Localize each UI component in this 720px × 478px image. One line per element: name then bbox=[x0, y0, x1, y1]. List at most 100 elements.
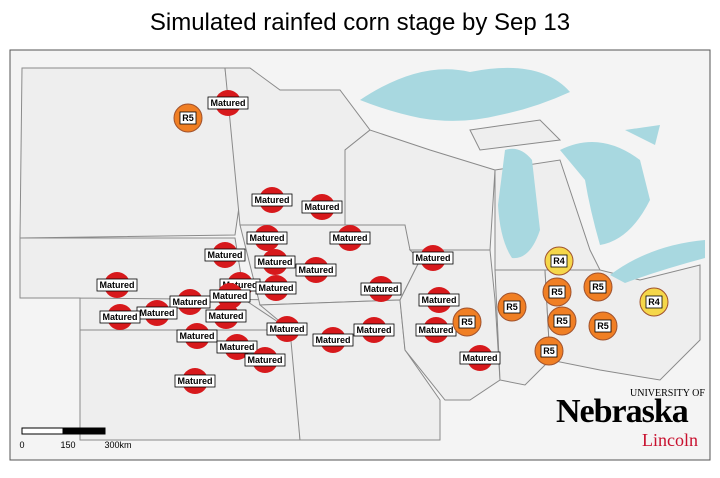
station-marker: R5 bbox=[534, 336, 564, 366]
stage-label: Matured bbox=[207, 250, 242, 260]
scale-label: 0 bbox=[19, 440, 24, 450]
stage-label: R5 bbox=[461, 317, 473, 327]
stage-label: Matured bbox=[304, 202, 339, 212]
stage-label: R5 bbox=[592, 282, 604, 292]
label-box bbox=[550, 254, 568, 268]
scale-label: 150 bbox=[60, 440, 75, 450]
stage-label: Matured bbox=[363, 284, 398, 294]
station-marker: R5 bbox=[547, 306, 577, 336]
label-box bbox=[96, 278, 138, 292]
label-box bbox=[205, 309, 247, 323]
station-marker: Matured bbox=[244, 347, 286, 373]
stage-label: Matured bbox=[298, 265, 333, 275]
station-marker: Matured bbox=[254, 249, 296, 275]
stage-label: Matured bbox=[172, 297, 207, 307]
label-box bbox=[99, 310, 141, 324]
stage-label: Matured bbox=[177, 376, 212, 386]
stage-label: Matured bbox=[219, 342, 254, 352]
label-box bbox=[459, 351, 501, 365]
stage-label: Matured bbox=[462, 353, 497, 363]
stage-label: Matured bbox=[315, 335, 350, 345]
label-box bbox=[244, 353, 286, 367]
label-box bbox=[254, 255, 296, 269]
label-box bbox=[216, 340, 258, 354]
stage-label: R5 bbox=[182, 113, 194, 123]
station-marker: Matured bbox=[209, 283, 251, 309]
station-marker: Matured bbox=[353, 317, 395, 343]
label-box bbox=[204, 248, 246, 262]
station-marker: R5 bbox=[452, 307, 482, 337]
station-marker: R5 bbox=[542, 277, 572, 307]
label-box bbox=[251, 193, 293, 207]
label-box bbox=[540, 344, 558, 358]
label-box bbox=[594, 319, 612, 333]
label-box bbox=[295, 263, 337, 277]
label-box bbox=[418, 293, 460, 307]
station-marker: R4 bbox=[544, 246, 574, 276]
stage-label: R5 bbox=[551, 287, 563, 297]
stage-label: Matured bbox=[257, 257, 292, 267]
station-marker: Matured bbox=[301, 194, 343, 220]
label-box bbox=[645, 295, 663, 309]
station-marker: Matured bbox=[360, 276, 402, 302]
label-box bbox=[548, 285, 566, 299]
station-marker: Matured bbox=[96, 272, 138, 298]
label-box bbox=[503, 300, 521, 314]
station-marker: R5 bbox=[497, 292, 527, 322]
label-box bbox=[458, 315, 476, 329]
logo-top: UNIVERSITY OF bbox=[630, 388, 705, 399]
stage-label: Matured bbox=[258, 283, 293, 293]
stage-label: Matured bbox=[222, 280, 257, 290]
logo-name: Nebraska bbox=[556, 393, 689, 430]
stage-label: Matured bbox=[418, 325, 453, 335]
label-box bbox=[255, 281, 297, 295]
station-marker: Matured bbox=[169, 289, 211, 315]
map-title: Simulated rainfed corn stage by Sep 13 bbox=[150, 9, 570, 36]
station-marker: Matured bbox=[205, 303, 247, 329]
station-marker: Matured bbox=[412, 245, 454, 271]
logo: UNIVERSITY OF Nebraska Lincoln bbox=[556, 388, 705, 450]
stage-label: Matured bbox=[179, 331, 214, 341]
stage-label: Matured bbox=[99, 280, 134, 290]
station-marker: Matured bbox=[255, 275, 297, 301]
stage-label: Matured bbox=[356, 325, 391, 335]
station-marker: Matured bbox=[418, 287, 460, 313]
station-marker: Matured bbox=[459, 345, 501, 371]
station-marker: Matured bbox=[312, 327, 354, 353]
station-marker: Matured bbox=[99, 304, 141, 330]
station-marker: Matured bbox=[246, 225, 288, 251]
station-marker: Matured bbox=[329, 225, 371, 251]
stage-label: Matured bbox=[208, 311, 243, 321]
stage-label: Matured bbox=[249, 233, 284, 243]
label-box bbox=[174, 374, 216, 388]
label-box bbox=[312, 333, 354, 347]
stage-label: Matured bbox=[332, 233, 367, 243]
station-marker: Matured bbox=[251, 187, 293, 213]
stage-label: R5 bbox=[556, 316, 568, 326]
station-marker: Matured bbox=[207, 90, 249, 116]
stage-label: Matured bbox=[247, 355, 282, 365]
station-marker: Matured bbox=[295, 257, 337, 283]
label-box bbox=[207, 96, 249, 110]
stage-label: Matured bbox=[139, 308, 174, 318]
station-marker: Matured bbox=[174, 368, 216, 394]
station-marker: Matured bbox=[176, 323, 218, 349]
stage-label: R4 bbox=[553, 256, 565, 266]
label-box bbox=[266, 322, 308, 336]
station-marker: Matured bbox=[216, 334, 258, 360]
stage-label: Matured bbox=[421, 295, 456, 305]
stage-label: Matured bbox=[415, 253, 450, 263]
stage-label: Matured bbox=[254, 195, 289, 205]
station-marker: Matured bbox=[204, 242, 246, 268]
label-box bbox=[353, 323, 395, 337]
stage-label: R4 bbox=[648, 297, 660, 307]
label-box bbox=[329, 231, 371, 245]
station-marker: R5 bbox=[588, 311, 618, 341]
stage-label: Matured bbox=[269, 324, 304, 334]
label-box bbox=[360, 282, 402, 296]
stage-label: Matured bbox=[210, 98, 245, 108]
station-marker: R5 bbox=[583, 272, 613, 302]
label-box bbox=[301, 200, 343, 214]
scale-bar: 0 150 300km bbox=[19, 427, 132, 450]
